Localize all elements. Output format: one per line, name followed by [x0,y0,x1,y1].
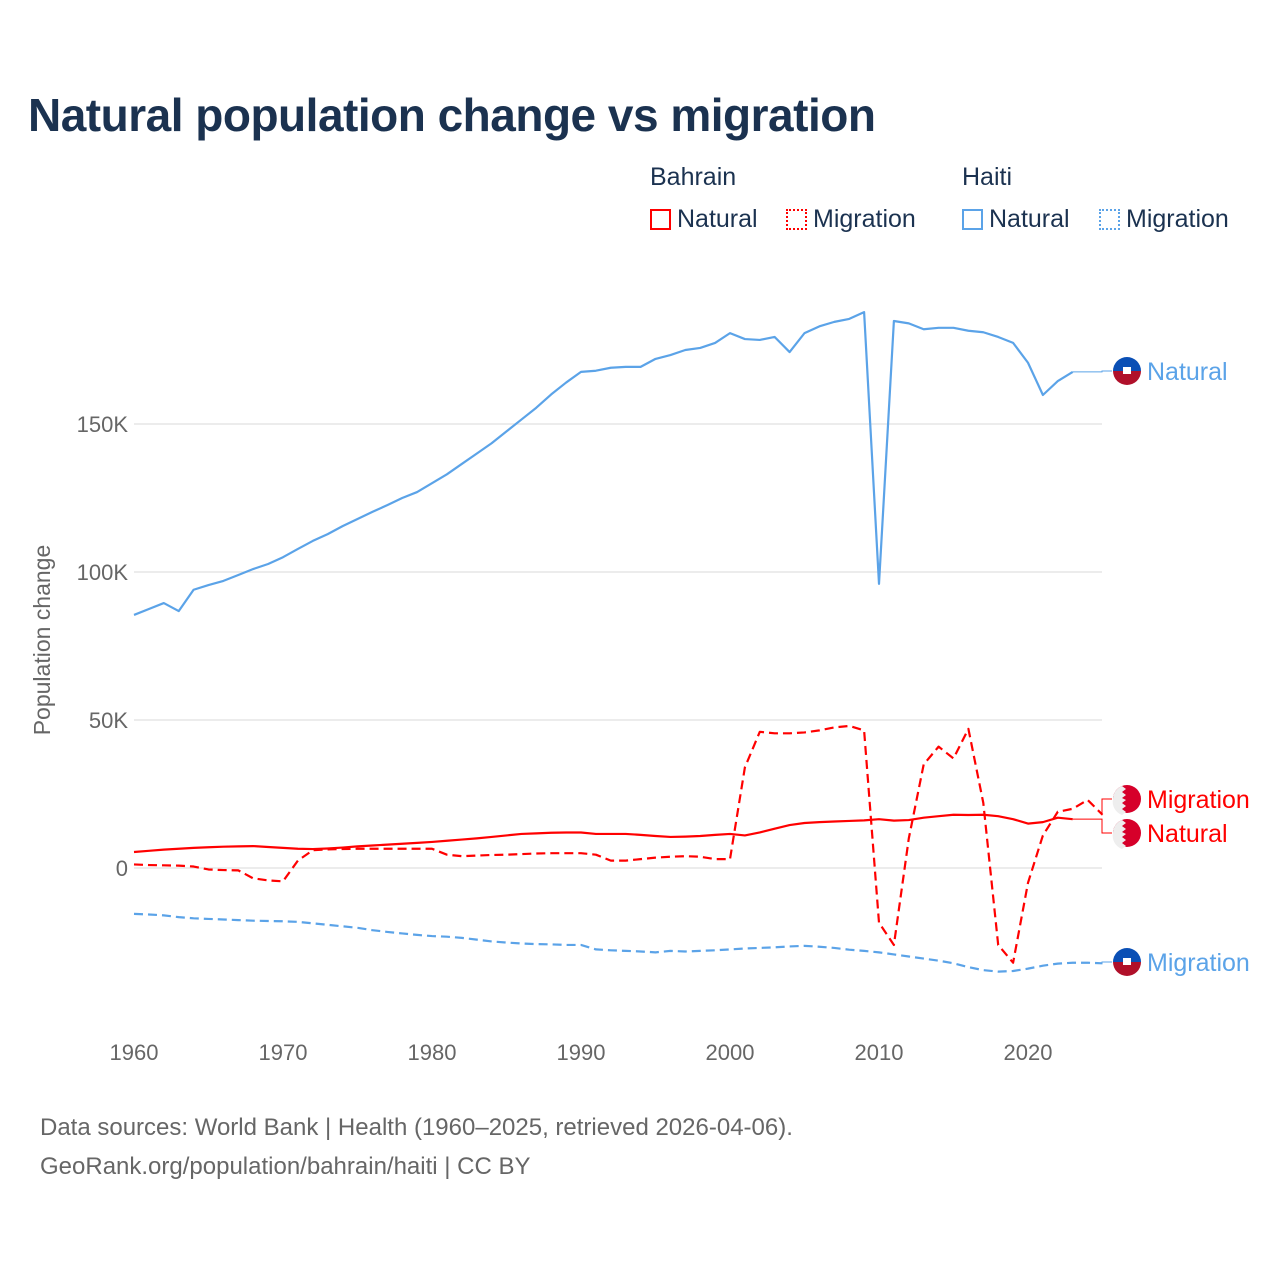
solid-swatch-icon [650,209,671,230]
x-tick-label: 1960 [110,1040,159,1065]
haiti-flag-icon [1113,357,1141,385]
end-label: Natural [1147,358,1228,386]
legend-group-bahrain: Bahrain [650,163,737,191]
series-line-haiti-natural [133,311,1074,616]
haiti-flag-icon [1113,948,1141,976]
bahrain-flag-icon [1112,819,1141,849]
label-connector [1072,370,1112,373]
legend-haiti-migration[interactable]: Migration [1099,205,1229,234]
y-axis-label: Population change [29,545,55,736]
legend-haiti-natural[interactable]: Natural [962,205,1070,234]
x-tick-label: 1990 [557,1040,606,1065]
legend-label: Migration [1126,205,1229,233]
legend-bahrain-natural[interactable]: Natural [650,205,758,234]
label-connector [1072,818,1112,834]
label-connector [1101,961,1112,964]
y-tick-label: 100K [77,560,129,585]
legend-label: Migration [813,205,916,233]
legend-label: Natural [677,205,758,233]
series-line-haiti-migration [133,912,1103,973]
x-tick-label: 2020 [1004,1040,1053,1065]
source-note: Data sources: World Bank | Health (1960–… [40,1108,793,1186]
dotted-swatch-icon [786,209,807,230]
legend-bahrain-migration[interactable]: Migration [786,205,916,234]
legend-label: Natural [989,205,1070,233]
end-label: Migration [1147,786,1250,814]
x-tick-label: 2010 [855,1040,904,1065]
bahrain-flag-icon [1112,785,1141,815]
x-tick-label: 1970 [259,1040,308,1065]
chart-title: Natural population change vs migration [28,89,876,141]
dotted-swatch-icon [1099,209,1120,230]
y-tick-label: 50K [89,708,128,733]
series-line-bahrain-migration [133,724,1104,964]
series-line-bahrain-natural [133,813,1073,854]
label-connector [1101,798,1112,816]
end-label: Migration [1147,949,1250,977]
source-line-1: Data sources: World Bank | Health (1960–… [40,1114,793,1141]
legend-group-haiti: Haiti [962,163,1013,191]
y-tick-label: 150K [77,412,129,437]
end-label: Natural [1147,820,1228,848]
y-tick-label: 0 [116,856,128,881]
x-tick-label: 1980 [408,1040,457,1065]
x-tick-label: 2000 [706,1040,755,1065]
source-line-2[interactable]: GeoRank.org/population/bahrain/haiti | C… [40,1153,531,1180]
solid-swatch-icon [962,209,983,230]
